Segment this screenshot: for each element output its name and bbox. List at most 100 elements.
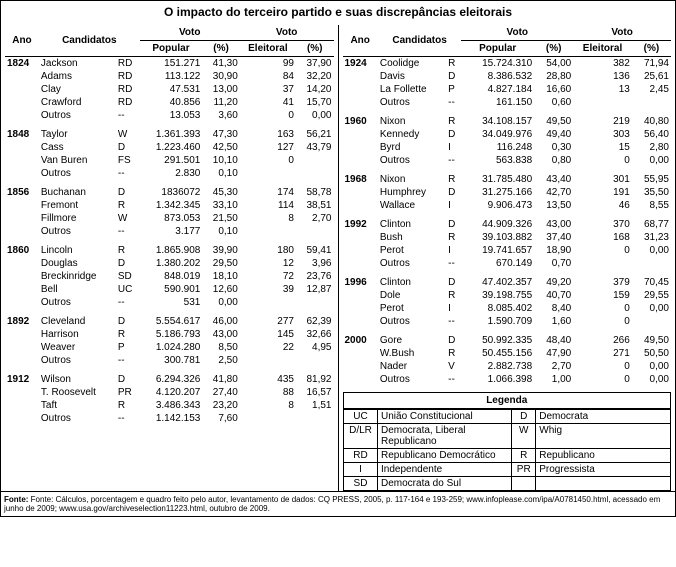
col-candidatos: Candidatos: [39, 25, 140, 57]
electoral-cell: 22: [240, 341, 296, 354]
popular-pct-cell: 8,40: [534, 302, 573, 315]
popular-pct-cell: 45,30: [202, 186, 239, 199]
legend-name: Democrata do Sul: [377, 476, 512, 491]
electoral-cell: 266: [573, 334, 632, 347]
candidate-cell: Buchanan: [39, 186, 116, 199]
popular-pct-cell: 0,10: [202, 225, 239, 238]
col-eleitoral: Eleitoral: [240, 41, 296, 57]
year-cell: [5, 212, 39, 225]
legend-box: Legenda UCUnião ConstitucionalDDemocrata…: [343, 392, 672, 491]
candidate-cell: Van Buren: [39, 154, 116, 167]
popular-pct-cell: 23,20: [202, 399, 239, 412]
popular-cell: 5.554.617: [140, 315, 203, 328]
party-cell: V: [446, 360, 461, 373]
table-row: Outros--1.590.7091,600: [343, 315, 672, 328]
electoral-cell: 39: [240, 283, 296, 296]
popular-cell: 44.909.326: [461, 218, 534, 231]
year-cell: [343, 315, 378, 328]
candidate-cell: Nixon: [378, 173, 446, 186]
popular-pct-cell: 16,60: [534, 83, 573, 96]
party-cell: D: [446, 70, 461, 83]
table-row: CassD1.223.46042,5012743,79: [5, 141, 334, 154]
year-cell: [5, 199, 39, 212]
year-cell: [343, 128, 378, 141]
candidate-cell: Outros: [39, 225, 116, 238]
electoral-cell: 99: [240, 57, 296, 71]
candidate-cell: Kennedy: [378, 128, 446, 141]
year-cell: [343, 70, 378, 83]
popular-pct-cell: 2,50: [202, 354, 239, 367]
candidate-cell: Nader: [378, 360, 446, 373]
candidate-cell: Adams: [39, 70, 116, 83]
table-row: PerotI19.741.65718,9000,00: [343, 244, 672, 257]
candidate-cell: Wallace: [378, 199, 446, 212]
candidate-cell: Outros: [39, 296, 116, 309]
electoral-cell: 0: [240, 154, 296, 167]
year-cell: [5, 96, 39, 109]
legend-name: Democrata: [535, 409, 670, 424]
popular-pct-cell: 18,90: [534, 244, 573, 257]
col-popular-r: Popular: [461, 41, 534, 57]
right-body: 1924CoolidgeR15.724.31054,0038271,94Davi…: [343, 57, 672, 387]
year-cell: [343, 302, 378, 315]
electoral-pct-cell: [296, 296, 334, 309]
year-cell: [343, 186, 378, 199]
popular-pct-cell: 18,10: [202, 270, 239, 283]
popular-cell: 47.402.357: [461, 276, 534, 289]
popular-pct-cell: 42,70: [534, 186, 573, 199]
table-row: ClayRD47.53113,003714,20: [5, 83, 334, 96]
left-panel: Ano Candidatos Voto Voto Popular (%) Ele…: [1, 25, 338, 491]
popular-cell: 590.901: [140, 283, 203, 296]
table-row: DoleR39.198.75540,7015929,55: [343, 289, 672, 302]
table-row: Outros--161.1500,60: [343, 96, 672, 109]
popular-pct-cell: 1,60: [534, 315, 573, 328]
electoral-cell: 8: [240, 212, 296, 225]
year-cell: [5, 399, 39, 412]
legend-code: W: [511, 423, 536, 449]
candidate-cell: Outros: [378, 257, 446, 270]
popular-pct-cell: 37,40: [534, 231, 573, 244]
popular-pct-cell: 3,60: [202, 109, 239, 122]
popular-pct-cell: 43,00: [202, 328, 239, 341]
candidate-cell: Outros: [378, 96, 446, 109]
popular-cell: 8.085.402: [461, 302, 534, 315]
popular-pct-cell: 48,40: [534, 334, 573, 347]
popular-pct-cell: 10,10: [202, 154, 239, 167]
table-row: CrawfordRD40.85611,204115,70: [5, 96, 334, 109]
candidate-cell: Davis: [378, 70, 446, 83]
table-row: BreckinridgeSD848.01918,107223,76: [5, 270, 334, 283]
party-cell: I: [446, 141, 461, 154]
party-cell: I: [446, 244, 461, 257]
table-row: 1848TaylorW1.361.39347,3016356,21: [5, 128, 334, 141]
electoral-cell: [240, 167, 296, 180]
party-cell: SD: [116, 270, 140, 283]
popular-cell: 9.906.473: [461, 199, 534, 212]
popular-pct-cell: 0,70: [534, 257, 573, 270]
electoral-pct-cell: 1,51: [296, 399, 334, 412]
candidate-cell: Cleveland: [39, 315, 116, 328]
popular-cell: 31.785.480: [461, 173, 534, 186]
party-cell: RD: [116, 57, 140, 71]
year-cell: [343, 257, 378, 270]
left-table: Ano Candidatos Voto Voto Popular (%) Ele…: [5, 25, 334, 425]
popular-pct-cell: 47,30: [202, 128, 239, 141]
party-cell: D: [446, 128, 461, 141]
electoral-cell: 180: [240, 244, 296, 257]
electoral-pct-cell: 32,20: [296, 70, 334, 83]
table-row: BellUC590.90112,603912,87: [5, 283, 334, 296]
candidate-cell: Outros: [39, 354, 116, 367]
table-row: Outros--563.8380,8000,00: [343, 154, 672, 167]
footer-source: Fonte: Fonte: Cálculos, porcentagem e qu…: [1, 491, 675, 516]
party-cell: --: [116, 412, 140, 425]
table-row: Outros--670.1490,70: [343, 257, 672, 270]
candidate-cell: Dole: [378, 289, 446, 302]
electoral-cell: [240, 354, 296, 367]
electoral-cell: 435: [240, 373, 296, 386]
party-cell: D: [116, 373, 140, 386]
electoral-cell: [573, 257, 632, 270]
electoral-cell: 277: [240, 315, 296, 328]
electoral-pct-cell: 14,20: [296, 83, 334, 96]
table-row: FremontR1.342.34533,1011438,51: [5, 199, 334, 212]
popular-pct-cell: 0,30: [534, 141, 573, 154]
popular-cell: 3.486.343: [140, 399, 203, 412]
